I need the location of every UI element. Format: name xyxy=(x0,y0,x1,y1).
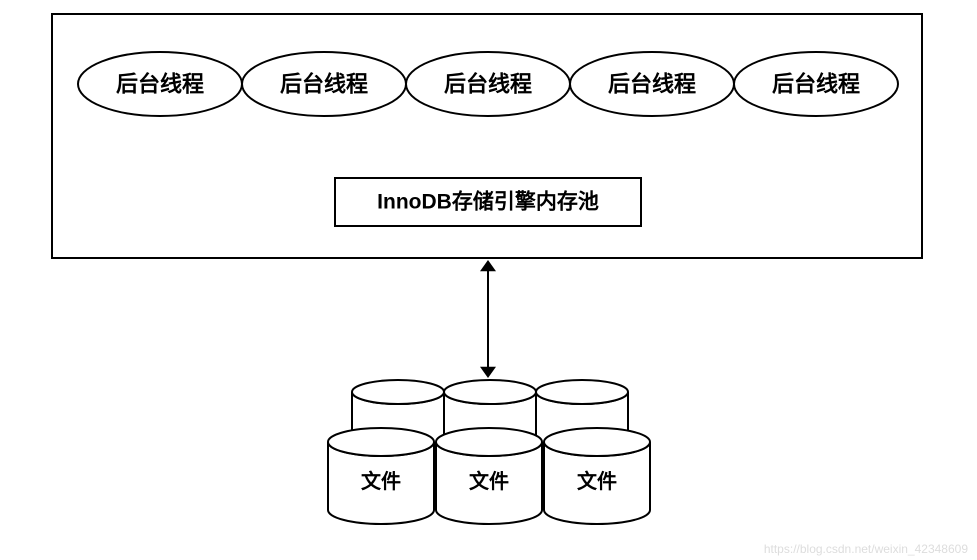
watermark-text: https://blog.csdn.net/weixin_42348609 xyxy=(764,542,968,556)
thread-label: 后台线程 xyxy=(608,72,696,97)
memory-pool-label: InnoDB存储引擎内存池 xyxy=(377,190,599,214)
thread-label: 后台线程 xyxy=(116,72,204,97)
thread-label: 后台线程 xyxy=(280,72,368,97)
file-cylinder-label: 文件 xyxy=(361,469,401,493)
file-cylinder-label: 文件 xyxy=(469,469,509,493)
thread-label: 后台线程 xyxy=(444,72,532,97)
thread-label: 后台线程 xyxy=(772,72,860,97)
file-cylinder-label: 文件 xyxy=(577,469,617,493)
